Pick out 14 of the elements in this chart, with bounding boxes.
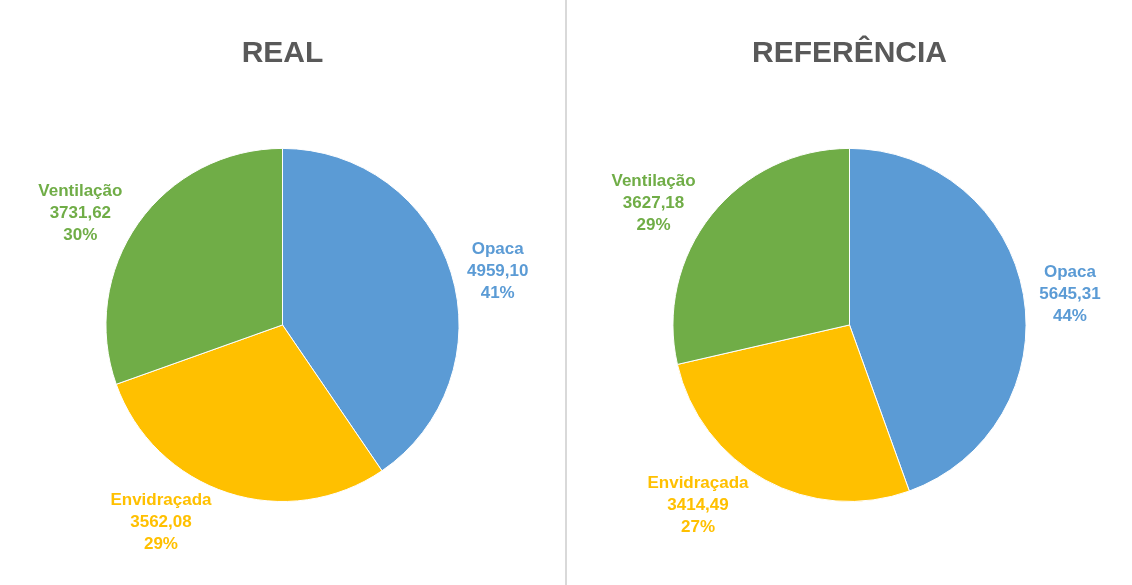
data-label: 3562,08 29% (130, 511, 192, 553)
slice-label: Ventilação (38, 181, 123, 201)
data-label: 3731,62 30% (49, 203, 112, 245)
slice-label: Envidraçada (647, 472, 750, 492)
slice-label: Opaca (471, 238, 525, 258)
slice-label: Envidraçada (110, 489, 213, 509)
data-label: 3627,18 29% (622, 193, 685, 235)
slice-label: Opaca (1043, 262, 1097, 282)
data-label: 3414,49 27% (667, 494, 729, 536)
slice-label: Ventilação (611, 171, 696, 191)
chart-title: REFERÊNCIA (751, 34, 948, 68)
data-label: 4959,10 41% (467, 260, 529, 302)
chart-title: REAL (241, 34, 324, 68)
data-label: 5645,31 44% (1039, 284, 1101, 326)
